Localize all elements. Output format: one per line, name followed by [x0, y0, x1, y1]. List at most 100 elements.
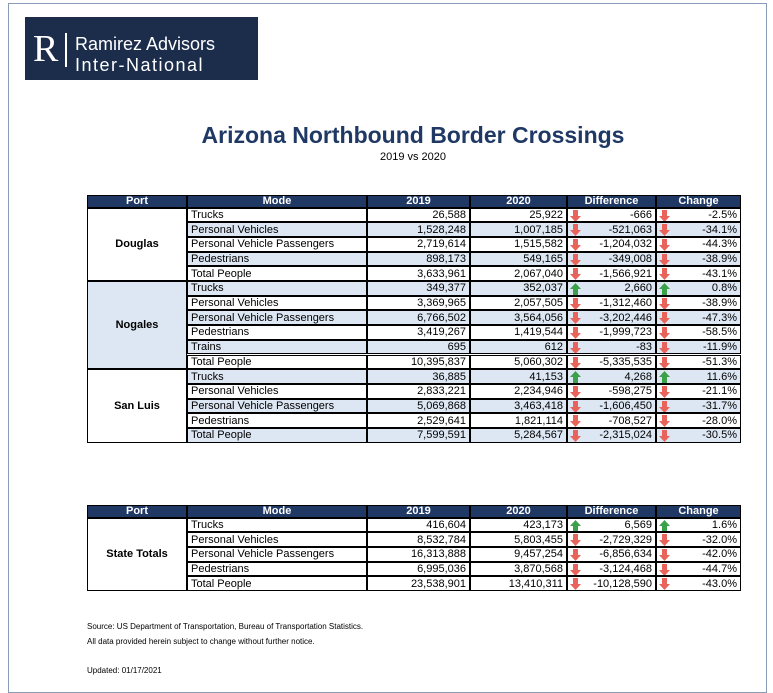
- header-cell: Port: [87, 505, 187, 518]
- table-cell: 6,995,036: [367, 561, 470, 577]
- cell-text: 6,995,036: [417, 562, 466, 575]
- arrow-down: [659, 253, 670, 266]
- cell-text: -2,729,329: [599, 533, 652, 546]
- cell-text: Douglas: [115, 238, 159, 251]
- cell-text: 423,173: [523, 518, 563, 531]
- cell-text: 2,234,946: [514, 385, 563, 398]
- arrow-up: [570, 519, 581, 532]
- table-cell: -21.1%: [656, 383, 741, 399]
- table-cell: 1,528,248: [367, 222, 470, 237]
- cell-text: 2020: [506, 195, 531, 208]
- table-cell: -43.1%: [656, 266, 741, 281]
- cell-text: 2019: [406, 195, 431, 208]
- table-cell: 3,463,418: [470, 398, 567, 414]
- cell-text: 41,153: [529, 370, 563, 383]
- arrow-down: [570, 548, 581, 561]
- table-cell: -1,312,460: [567, 295, 656, 311]
- arrow-down: [659, 385, 670, 398]
- header-cell: 2019: [367, 195, 470, 208]
- cell-text: -1,999,723: [599, 326, 652, 339]
- cell-text: -42.0%: [702, 548, 737, 561]
- arrow-up: [570, 371, 581, 383]
- cell-text: 2,719,614: [417, 238, 466, 251]
- table-cell: 23,538,901: [367, 576, 470, 591]
- cell-text: 3,463,418: [514, 399, 563, 412]
- cell-text: Pedestrians: [191, 562, 250, 575]
- cell-text: 1,007,185: [514, 223, 563, 236]
- cell-text: Port: [126, 505, 148, 518]
- table-cell: 416,604: [367, 517, 470, 533]
- cell-text: 5,060,302: [514, 355, 563, 368]
- table-cell: 3,870,568: [470, 561, 567, 577]
- table-cell: -10,128,590: [567, 576, 656, 591]
- cell-text: -1,204,032: [599, 238, 652, 251]
- cell-text: -666: [629, 208, 652, 221]
- table-cell: Pedestrians: [187, 413, 367, 428]
- arrow-down: [659, 534, 670, 546]
- updated: Updated: 01/17/2021: [87, 666, 162, 675]
- arrow-down: [570, 356, 581, 369]
- cell-text: Personal Vehicles: [191, 533, 279, 546]
- cell-text: 5,069,868: [417, 399, 466, 412]
- table-cell: -38.9%: [656, 251, 741, 267]
- cell-text: -349,008: [608, 252, 652, 265]
- table-cell: -30.5%: [656, 428, 741, 443]
- cell-text: Trucks: [191, 518, 224, 531]
- header-cell: 2020: [470, 505, 567, 518]
- cell-text: -10,128,590: [593, 577, 652, 590]
- arrow-shape: [570, 563, 581, 576]
- cell-text: 612: [544, 341, 563, 354]
- table-cell: -708,527: [567, 413, 656, 428]
- cell-text: -1,566,921: [599, 267, 652, 280]
- arrow-down: [570, 563, 581, 576]
- table-cell: 11.6%: [656, 369, 741, 384]
- table-cell: -521,063: [567, 222, 656, 237]
- port-cell: San Luis: [87, 369, 187, 443]
- table-cell: Personal Vehicles: [187, 532, 367, 547]
- table-cell: Trucks: [187, 281, 367, 296]
- cell-text: 4,268: [624, 370, 652, 383]
- arrow-shape: [570, 238, 581, 251]
- arrow-shape: [659, 385, 670, 398]
- arrow-down: [570, 341, 581, 354]
- arrow-down: [659, 563, 670, 576]
- table-cell: 10,395,837: [367, 354, 470, 370]
- arrow-down: [570, 327, 581, 339]
- cell-text: 0.8%: [711, 282, 737, 295]
- title: Arizona Northbound Border Crossings: [201, 122, 625, 148]
- table-cell: 2,719,614: [367, 236, 470, 252]
- table-cell: -2.5%: [656, 207, 741, 223]
- cell-text: 13,410,311: [508, 577, 563, 590]
- logo: R Ramirez Advisors Inter-National: [25, 17, 258, 80]
- arrow-down: [659, 415, 670, 428]
- header-cell: Port: [87, 195, 187, 208]
- table-cell: 2,234,946: [470, 383, 567, 399]
- table-cell: Personal Vehicle Passengers: [187, 236, 367, 252]
- arrow-up: [659, 371, 670, 383]
- arrow-down: [570, 253, 581, 266]
- table-cell: -6,856,634: [567, 546, 656, 562]
- table-cell: -2,729,329: [567, 532, 656, 547]
- cell-text: Change: [678, 195, 719, 208]
- table-cell: Trains: [187, 339, 367, 355]
- cell-text: State Totals: [106, 548, 168, 561]
- table-cell: 695: [367, 339, 470, 355]
- table-cell: Total People: [187, 354, 367, 370]
- arrow-down: [570, 430, 581, 442]
- cell-text: -3,202,446: [599, 311, 652, 324]
- table-cell: Personal Vehicles: [187, 222, 367, 237]
- arrow-down: [659, 430, 670, 442]
- table-cell: Trucks: [187, 207, 367, 223]
- logo-line: Ramirez Advisors: [75, 34, 216, 54]
- table-cell: 16,313,888: [367, 546, 470, 562]
- table-cell: -43.0%: [656, 576, 741, 591]
- arrow-shape: [570, 253, 581, 266]
- arrow-shape: [659, 430, 670, 442]
- cell-text: 695: [447, 341, 466, 354]
- table-cell: 2,660: [567, 281, 656, 296]
- cell-text: -38.9%: [702, 252, 737, 265]
- table-cell: 4,268: [567, 369, 656, 384]
- cell-text: Total People: [191, 267, 252, 280]
- cell-text: Difference: [584, 505, 639, 518]
- table-cell: -1,204,032: [567, 236, 656, 252]
